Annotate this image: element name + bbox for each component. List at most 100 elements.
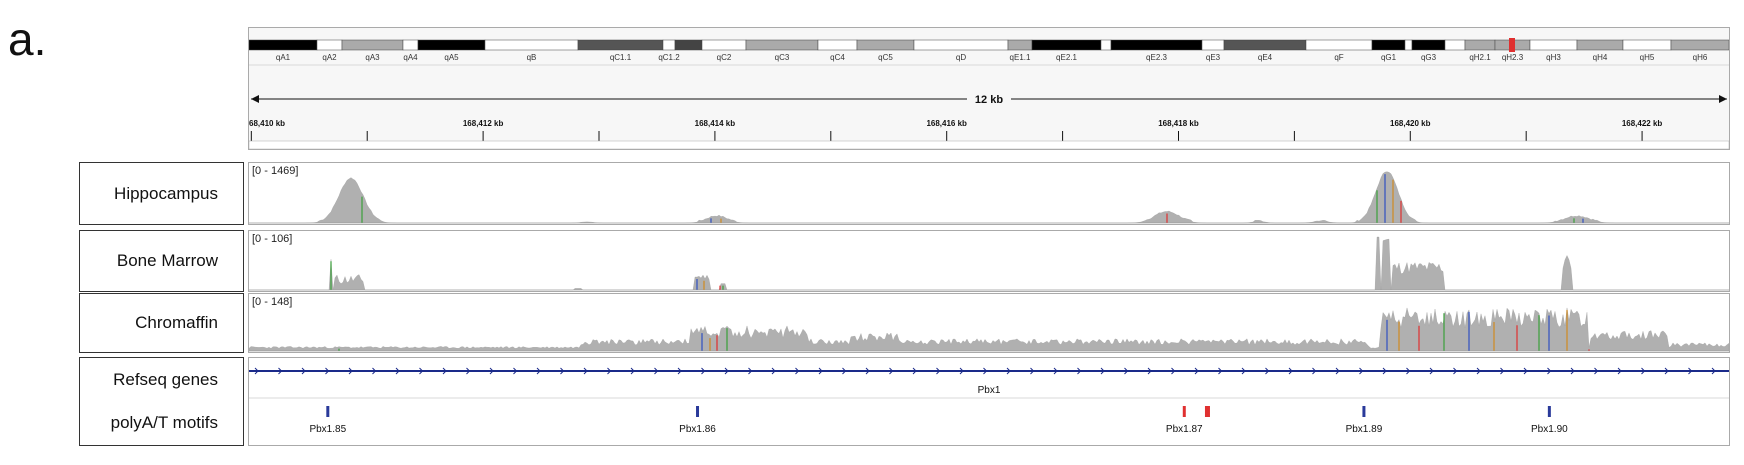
strand-arrow xyxy=(677,367,682,375)
track-label-hippocampus[interactable]: Hippocampus xyxy=(79,162,244,225)
band-qE3[interactable] xyxy=(1201,39,1225,51)
band-qG1[interactable] xyxy=(1371,39,1406,51)
annotation-plot: Pbx1 Pbx1.85 Pbx1.86 Pbx1.87 Pbx1.89 Pbx1.90 xyxy=(249,367,1729,435)
band-qC1.1[interactable] xyxy=(577,39,664,51)
band-label: qA3 xyxy=(365,53,380,62)
coverage-area xyxy=(249,171,1729,224)
ruler-tick-label: 168,412 kb xyxy=(463,119,504,128)
polya-motif-mark[interactable] xyxy=(1362,406,1366,417)
band-label: qC2 xyxy=(717,53,732,62)
band-qC4[interactable] xyxy=(817,39,858,51)
strand-arrow xyxy=(1006,367,1011,375)
strand-arrow xyxy=(912,367,917,375)
band-qA2[interactable] xyxy=(316,39,343,51)
band-qE2.1[interactable] xyxy=(1031,39,1102,51)
polya-motif-mark[interactable] xyxy=(1547,406,1551,417)
band-label: qH2.3 xyxy=(1502,53,1524,62)
strand-arrow xyxy=(395,367,400,375)
strand-arrow xyxy=(771,367,776,375)
band-qA5[interactable] xyxy=(417,39,486,51)
band-label: qC1.1 xyxy=(610,53,632,62)
band-label: qC5 xyxy=(878,53,893,62)
strand-arrow xyxy=(607,367,612,375)
strand-arrow xyxy=(1100,367,1105,375)
ruler-tick-label: 68,410 kb xyxy=(249,119,285,128)
annotation-label-box: Refseq genes polyA/T motifs xyxy=(79,357,244,446)
motif-label: Pbx1.85 xyxy=(309,424,346,435)
strand-arrow xyxy=(1711,367,1716,375)
band-qE2.3[interactable] xyxy=(1110,39,1203,51)
band-qE4[interactable] xyxy=(1223,39,1307,51)
band-qG3[interactable] xyxy=(1411,39,1446,51)
polya-motif-mark[interactable] xyxy=(1204,406,1210,417)
polya-motif-mark[interactable] xyxy=(1182,406,1186,417)
band-qF[interactable] xyxy=(1305,39,1373,51)
span-label: 12 kb xyxy=(975,94,1003,106)
strand-arrow xyxy=(748,367,753,375)
band-qE1.1[interactable] xyxy=(1007,39,1033,51)
track-name: Bone Marrow xyxy=(116,251,218,270)
track-chromaffin[interactable]: [0 - 148] xyxy=(248,293,1730,353)
coverage-plot-hippocampus xyxy=(249,171,1729,224)
band-gap-22[interactable] xyxy=(1404,39,1413,51)
band-qH6[interactable] xyxy=(1670,39,1729,51)
refseq-label[interactable]: Refseq genes xyxy=(113,369,218,389)
band-qC1.2[interactable] xyxy=(662,39,676,51)
band-label: qD xyxy=(956,53,966,62)
band-qB[interactable] xyxy=(484,39,579,51)
band-label: qH2.1 xyxy=(1469,53,1491,62)
track-name: Hippocampus xyxy=(114,183,218,203)
strand-arrow xyxy=(1664,367,1669,375)
strand-arrow xyxy=(301,367,306,375)
strand-arrow xyxy=(795,367,800,375)
band-qC5[interactable] xyxy=(856,39,915,51)
polya-label[interactable]: polyA/T motifs xyxy=(110,413,218,433)
strand-arrow xyxy=(724,367,729,375)
strand-arrow xyxy=(818,367,823,375)
band-qC3[interactable] xyxy=(745,39,819,51)
panel-label: a. xyxy=(8,13,47,65)
strand-arrow xyxy=(1570,367,1575,375)
band-qH2.1[interactable] xyxy=(1464,39,1496,51)
chromosome-ideogram[interactable]: qA1 qA2 qA3 qA4 qA5 qB qC1.1 qC1.2 qC2 qC3 qC4 qC5 q… xyxy=(249,28,1729,149)
band-qH4[interactable] xyxy=(1576,39,1624,51)
band-qH3[interactable] xyxy=(1529,39,1578,51)
band-qA3[interactable] xyxy=(341,39,404,51)
track-label-chromaffin[interactable]: Chromaffin xyxy=(79,293,244,353)
track-label-bone-marrow[interactable]: Bone Marrow xyxy=(79,230,244,292)
strand-arrow xyxy=(560,367,565,375)
motif-label: Pbx1.89 xyxy=(1346,424,1383,435)
strand-arrow xyxy=(1265,367,1270,375)
polya-motif-mark[interactable] xyxy=(326,406,330,417)
track-bone-marrow[interactable]: [0 - 106] xyxy=(248,230,1730,292)
motif-label: Pbx1.87 xyxy=(1166,424,1203,435)
track-hippocampus[interactable]: [0 - 1469] xyxy=(248,162,1730,225)
band-gap-16[interactable] xyxy=(1100,39,1112,51)
strand-arrow xyxy=(889,367,894,375)
strand-arrow xyxy=(630,367,635,375)
band-label: qE3 xyxy=(1206,53,1221,62)
strand-arrow xyxy=(1312,367,1317,375)
strand-arrow xyxy=(325,367,330,375)
annotation-track-area: Pbx1 Pbx1.85 Pbx1.86 Pbx1.87 Pbx1.89 Pbx1.90 xyxy=(248,357,1730,446)
band-gap-24[interactable] xyxy=(1444,39,1466,51)
polya-motif-mark[interactable] xyxy=(696,406,700,417)
band-qC2[interactable] xyxy=(701,39,747,51)
strand-arrow xyxy=(1171,367,1176,375)
strand-arrow xyxy=(442,367,447,375)
strand-arrow xyxy=(1547,367,1552,375)
ruler-tick-label: 168,418 kb xyxy=(1158,119,1199,128)
band-qA4[interactable] xyxy=(402,39,419,51)
ruler-tick-label: 168,422 kb xyxy=(1622,119,1663,128)
strand-arrow xyxy=(419,367,424,375)
band-label: qH6 xyxy=(1693,53,1708,62)
strand-arrow xyxy=(1241,367,1246,375)
strand-arrow xyxy=(372,367,377,375)
band-qH5[interactable] xyxy=(1622,39,1672,51)
strand-arrow xyxy=(1077,367,1082,375)
band-qA1[interactable] xyxy=(249,39,318,51)
band-gap-8[interactable] xyxy=(674,39,703,51)
band-qD[interactable] xyxy=(913,39,1009,51)
strand-arrow xyxy=(1453,367,1458,375)
band-label: qC4 xyxy=(830,53,845,62)
